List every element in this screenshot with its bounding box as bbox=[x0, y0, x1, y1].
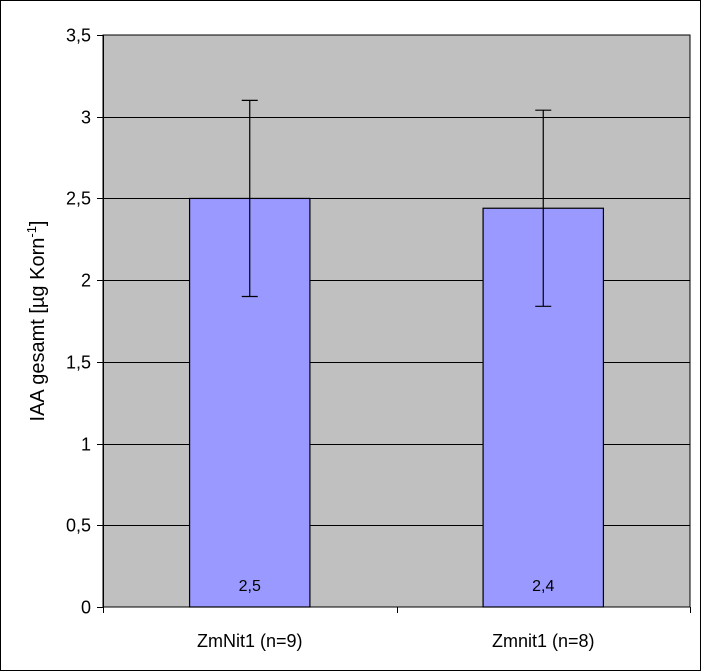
y-axis-label-close: ] bbox=[27, 221, 49, 227]
x-tick-label: Zmnit1 (n=8) bbox=[492, 631, 595, 651]
x-tick-label: ZmNit1 (n=9) bbox=[197, 631, 303, 651]
y-tick-label: 1,5 bbox=[66, 353, 91, 373]
y-tick-label: 3 bbox=[81, 108, 91, 128]
data-labels: 2,5 2,4 bbox=[239, 578, 555, 595]
error-bars bbox=[241, 99, 552, 307]
y-tick-label: 1 bbox=[81, 435, 91, 455]
y-tick-label: 0,5 bbox=[66, 516, 91, 536]
bar-value-label: 2,4 bbox=[532, 578, 554, 595]
y-tick-label: 2,5 bbox=[66, 189, 91, 209]
bar-value-label: 2,5 bbox=[239, 578, 261, 595]
y-tick-label: 2 bbox=[81, 271, 91, 291]
y-axis-label: IAA gesamt [µg Korn-1] bbox=[24, 221, 49, 422]
y-axis-label-superscript: -1 bbox=[24, 226, 39, 238]
y-tick-label: 3,5 bbox=[66, 26, 91, 46]
y-axis-label-main: IAA gesamt [µg Korn bbox=[27, 238, 49, 422]
y-tick-label: 0 bbox=[81, 598, 91, 618]
x-axis-ticks: ZmNit1 (n=9) Zmnit1 (n=8) bbox=[103, 607, 691, 651]
y-axis-ticks: 0 0,5 1 1,5 2 2,5 3 3,5 bbox=[66, 26, 104, 618]
